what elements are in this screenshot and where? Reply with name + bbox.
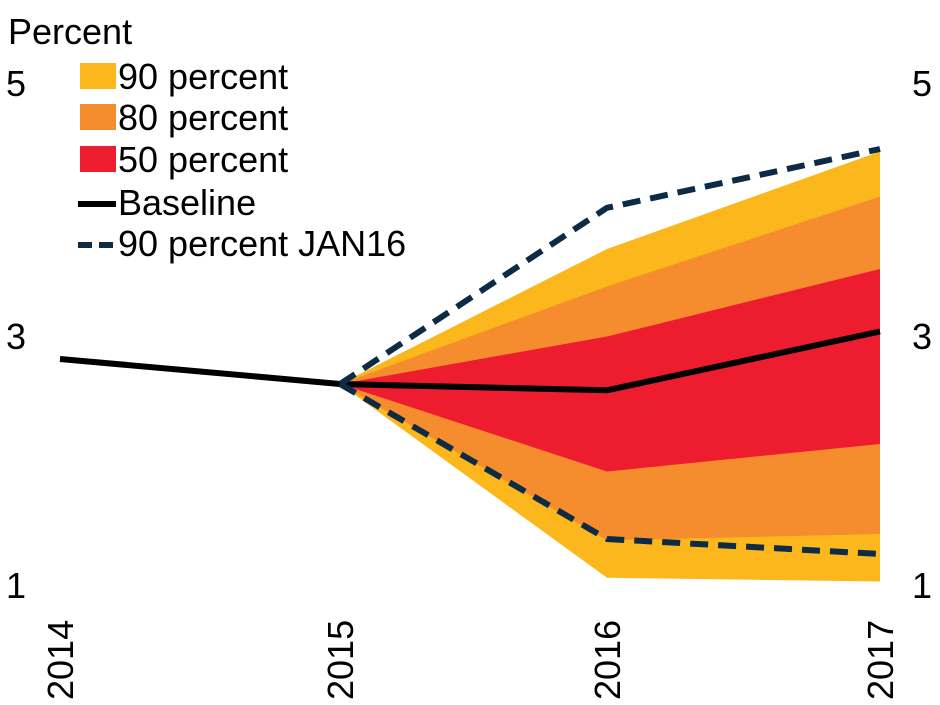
series-lines [59,146,881,557]
fan-band-50-percent [340,269,880,472]
x-tick-2016: 2016 [587,620,628,700]
legend-label-jan16: 90 percent JAN16 [118,223,406,264]
y-tick-right-3: 3 [912,316,932,357]
series-line-jan16-2 [338,381,881,557]
legend-swatch-80-percent [80,104,116,130]
y-tick-right-1: 1 [912,565,932,606]
y-tick-left-5: 5 [6,63,26,104]
x-tick-2014: 2014 [40,620,81,700]
fan-bands [340,151,880,582]
y-tick-left-3: 3 [6,316,26,357]
legend: 90 percent 80 percent 50 percent Baselin… [78,56,406,264]
legend-label-90-percent: 90 percent [118,56,288,97]
legend-swatch-90-percent [80,63,116,89]
legend-label-80-percent: 80 percent [118,97,288,138]
y-tick-left-1: 1 [6,565,26,606]
x-tick-2015: 2015 [320,620,361,700]
series-line-jan16-1 [338,146,881,387]
legend-swatch-50-percent [80,146,116,172]
series-line-baseline [59,328,881,394]
x-tick-2017: 2017 [860,620,901,700]
legend-label-50-percent: 50 percent [118,139,288,180]
y-axis-title: Percent [8,11,132,52]
y-tick-right-5: 5 [912,63,932,104]
legend-label-baseline: Baseline [118,182,256,223]
